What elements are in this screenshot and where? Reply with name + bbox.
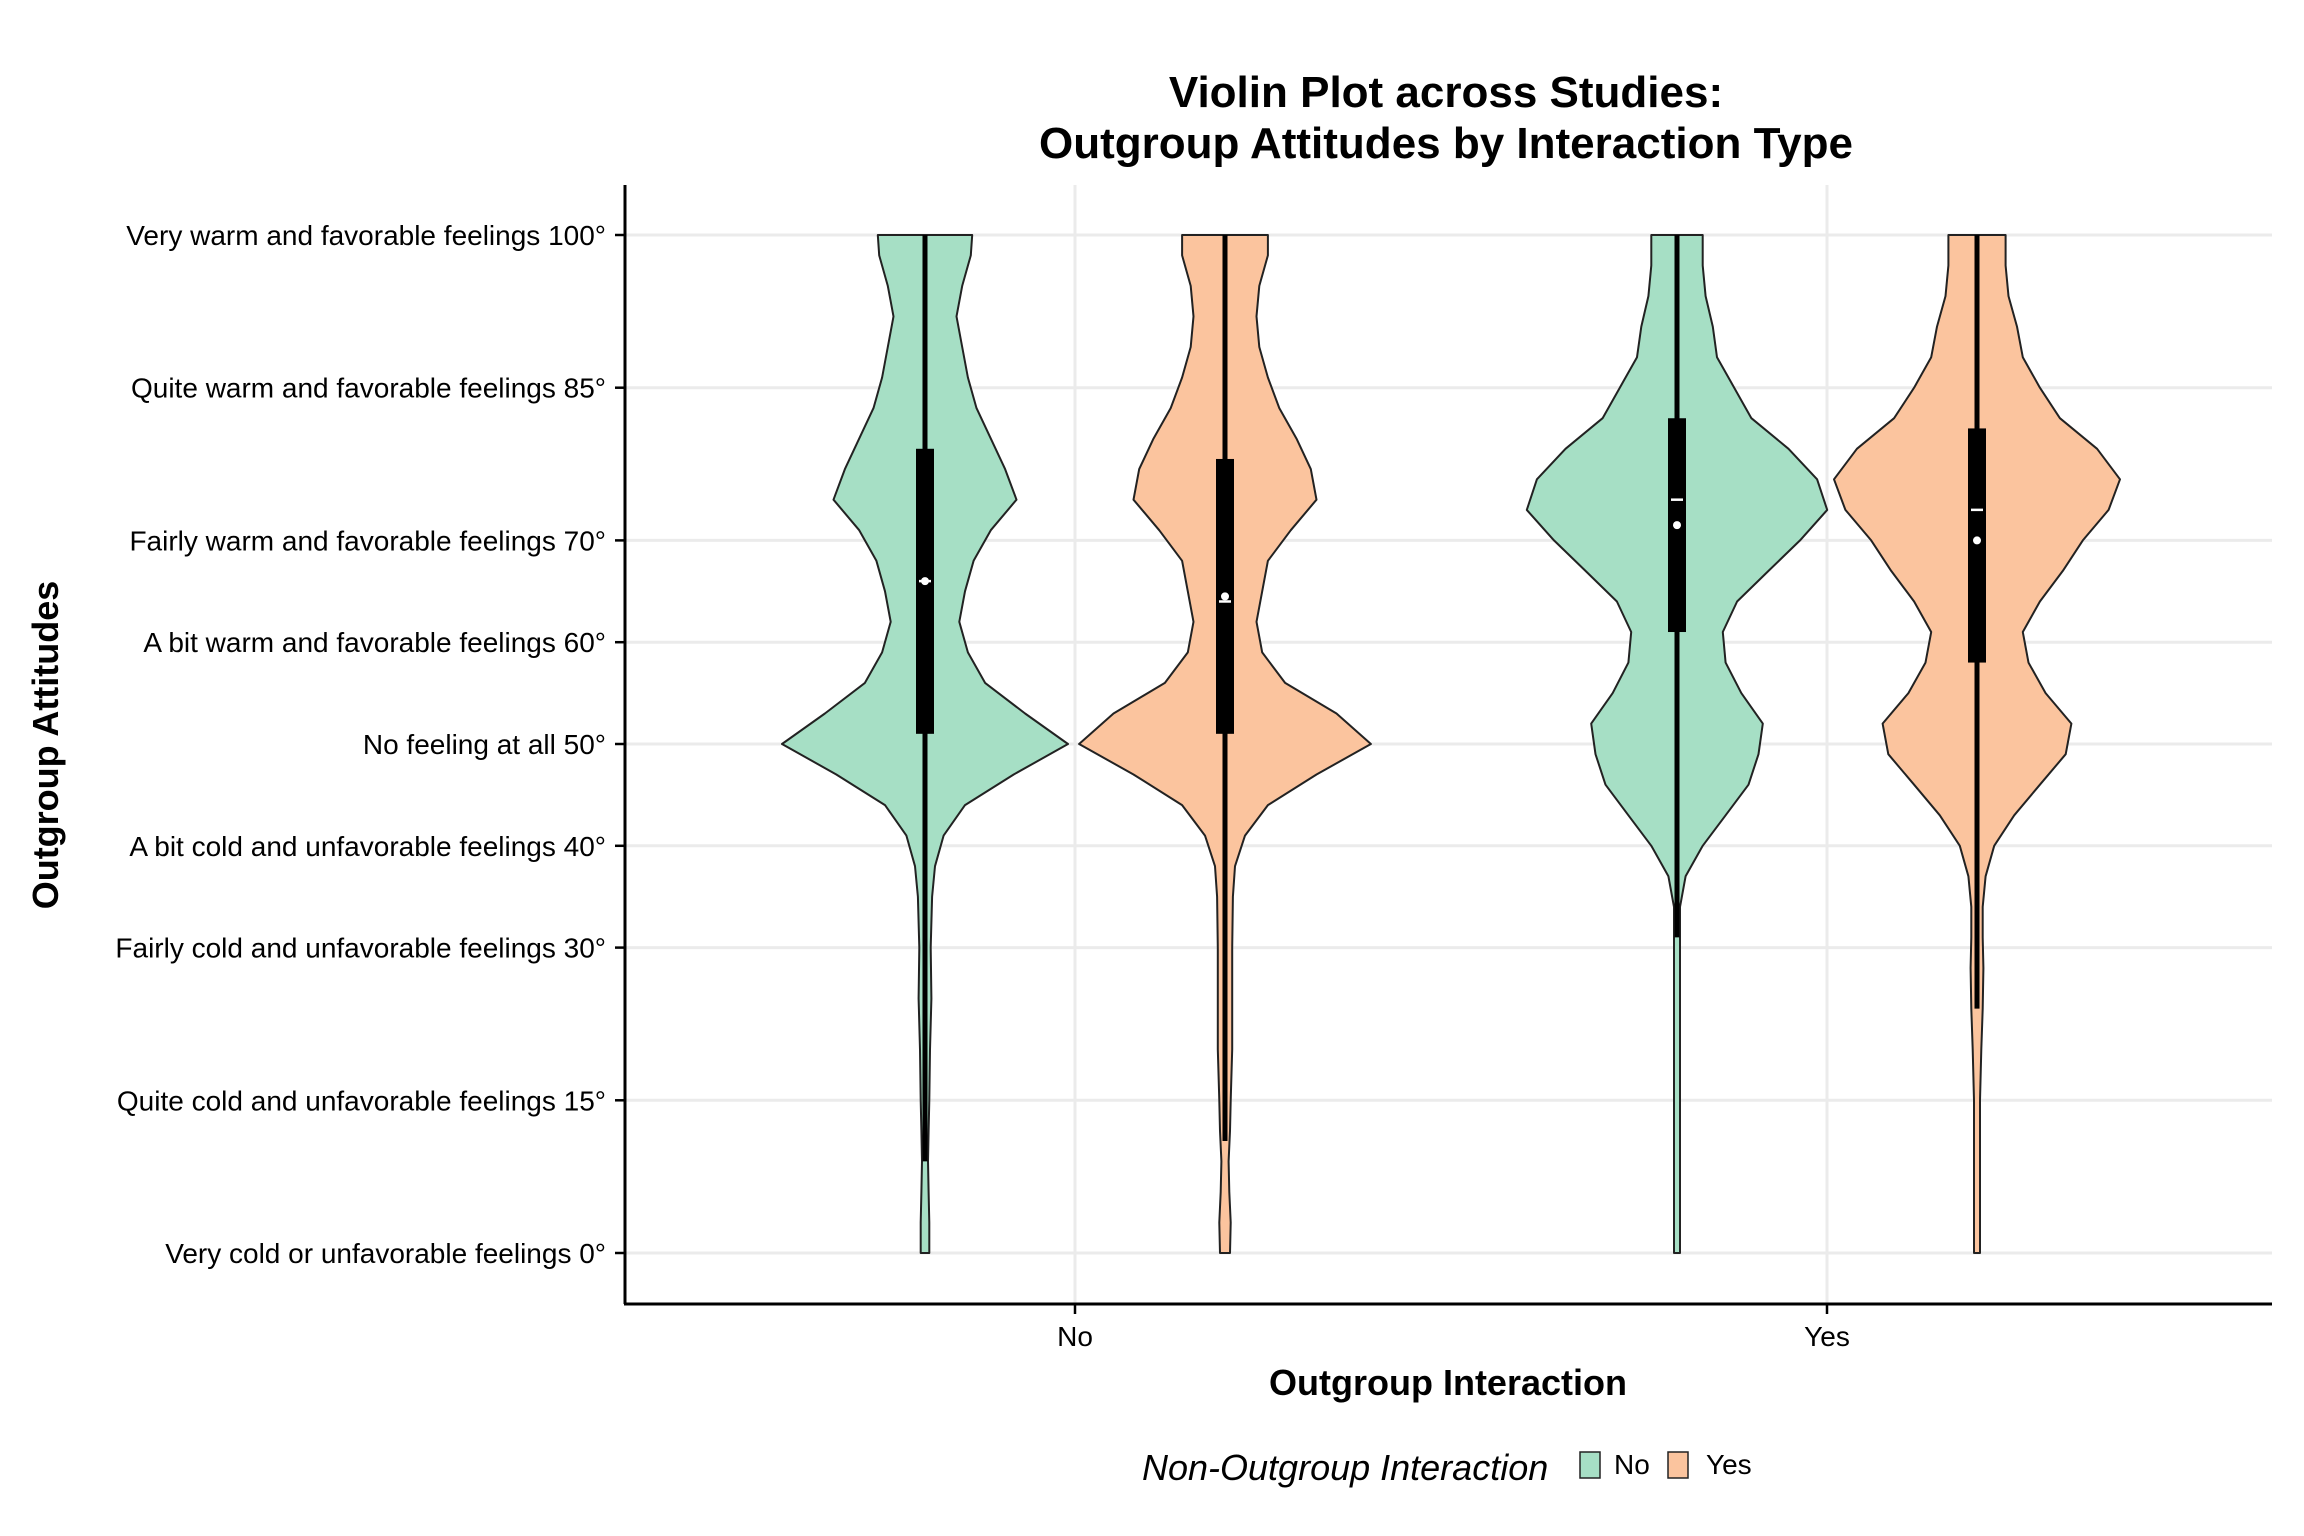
- y-axis-title: Outgroup Attitudes: [25, 581, 66, 910]
- mean-point-no-yes: [1673, 521, 1681, 530]
- y-tick-label: A bit cold and unfavorable feelings 40°: [129, 831, 606, 862]
- y-tick-label: Very warm and favorable feelings 100°: [126, 220, 606, 251]
- legend-entry-no: No: [1579, 1449, 1650, 1480]
- y-axis-ticks: Very warm and favorable feelings 100° Qui…: [115, 220, 625, 1269]
- legend-title: Non-Outgroup Interaction: [1142, 1447, 1548, 1488]
- y-tick-label: Very cold or unfavorable feelings 0°: [165, 1238, 606, 1269]
- legend-key-no: [1579, 1451, 1601, 1479]
- chart-title-line-1: Violin Plot across Studies:: [1169, 68, 1723, 117]
- x-axis-title: Outgroup Interaction: [1269, 1362, 1627, 1403]
- y-tick-label: Quite cold and unfavorable feelings 15°: [117, 1085, 606, 1116]
- legend-entry-yes: Yes: [1667, 1449, 1752, 1480]
- mean-point-yes-yes: [1973, 536, 1981, 545]
- chart-title-line-2: Outgroup Attitudes by Interaction Type: [1039, 119, 1853, 168]
- x-tick-label: Yes: [1804, 1321, 1850, 1352]
- y-tick-label: Quite warm and favorable feelings 85°: [131, 373, 606, 404]
- x-tick-label: No: [1057, 1321, 1093, 1352]
- y-tick-label: No feeling at all 50°: [363, 729, 606, 760]
- y-tick-label: Fairly warm and favorable feelings 70°: [129, 525, 606, 556]
- legend-label-no: No: [1614, 1449, 1650, 1480]
- y-tick-label: Fairly cold and unfavorable feelings 30°: [115, 933, 606, 964]
- x-axis-ticks: No Yes: [1057, 1304, 1850, 1352]
- y-tick-label: A bit warm and favorable feelings 60°: [143, 627, 606, 658]
- legend: Non-Outgroup Interaction No Yes: [1142, 1447, 1752, 1488]
- mean-point-yes-no: [1221, 592, 1229, 601]
- legend-label-yes: Yes: [1706, 1449, 1752, 1480]
- mean-point-no-no: [921, 577, 929, 586]
- box-yes-yes: [1968, 428, 1986, 663]
- legend-key-yes: [1667, 1451, 1689, 1479]
- box-no-no: [916, 448, 934, 734]
- violins: [781, 234, 2121, 1254]
